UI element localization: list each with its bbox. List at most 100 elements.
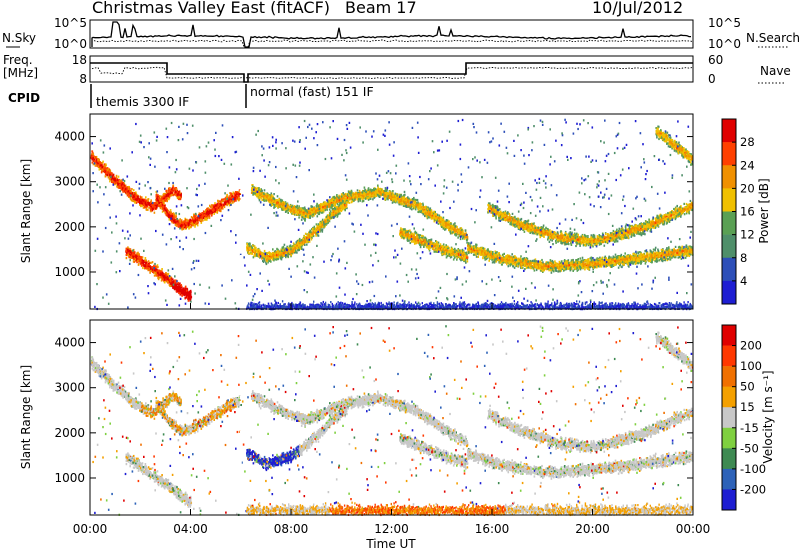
echo-pixel: [232, 201, 234, 204]
echo-pixel: [181, 289, 183, 292]
echo-pixel: [179, 224, 182, 227]
echo-pixel: [359, 199, 361, 202]
echo-pixel: [214, 204, 217, 207]
echo-pixel: [151, 209, 153, 212]
echo-pixel: [225, 202, 228, 206]
echo-pixel: [174, 281, 176, 284]
echo-pixel: [100, 164, 102, 167]
echo-pixel: [122, 190, 124, 193]
echo-pixel: [300, 218, 303, 221]
echo-pixel: [230, 193, 233, 196]
freq-tick-low: 8: [79, 72, 87, 86]
echo-pixel: [120, 183, 123, 186]
echo-pixel: [210, 205, 212, 209]
echo-pixel: [94, 156, 96, 159]
nave-label: Nave: [760, 64, 791, 78]
echo-pixel: [144, 205, 147, 208]
echo-pixel: [179, 292, 181, 295]
echo-pixel: [160, 195, 163, 198]
echo-pixel: [219, 200, 221, 203]
echo-pixel: [131, 188, 133, 191]
echo-pixel: [115, 176, 117, 180]
echo-pixel: [294, 246, 296, 250]
echo-pixel: [329, 196, 331, 199]
echo-pixel: [164, 199, 167, 202]
nsky-label: N.Sky: [2, 31, 36, 45]
echo-pixel: [252, 256, 255, 259]
echo-pixel: [257, 248, 259, 251]
echo-pixel: [163, 278, 166, 281]
echo-pixel: [163, 201, 165, 204]
echo-pixel: [171, 191, 173, 194]
echo-pixel: [125, 189, 127, 193]
echo-pixel: [218, 202, 220, 206]
echo-pixel: [180, 284, 183, 287]
echo-pixel: [103, 163, 106, 166]
echo-pixel: [188, 297, 190, 300]
echo-pixel: [263, 253, 265, 256]
echo-pixel: [321, 228, 324, 231]
echo-pixel: [318, 228, 320, 231]
echo-pixel: [296, 205, 298, 208]
echo-pixel: [160, 199, 162, 202]
echo-pixel: [99, 162, 102, 165]
echo-pixel: [96, 164, 98, 167]
echo-pixel: [261, 257, 263, 260]
echo-pixel: [111, 177, 114, 180]
echo-pixel: [205, 212, 208, 215]
echo-pixel: [130, 198, 133, 202]
echo-pixel: [150, 208, 152, 211]
echo-pixel: [141, 202, 144, 205]
echo-pixel: [152, 207, 154, 210]
echo-pixel: [165, 210, 168, 213]
echo-pixel: [238, 193, 240, 196]
echo-pixel: [175, 283, 178, 287]
echo-pixel: [351, 198, 354, 201]
echo-pixel: [131, 192, 133, 195]
echo-pixel: [173, 193, 176, 196]
echo-pixel: [128, 193, 131, 196]
echo-pixel: [169, 278, 171, 281]
echo-pixel: [113, 177, 115, 180]
echo-pixel: [181, 226, 183, 229]
echo-pixel: [188, 226, 191, 229]
echo-pixel: [106, 172, 108, 175]
echo-pixel: [193, 213, 195, 216]
echo-pixel: [306, 243, 308, 246]
echo-pixel: [246, 249, 249, 252]
echo-pixel: [229, 192, 231, 195]
echo-pixel: [173, 213, 176, 216]
echo-pixel: [117, 183, 119, 186]
figure-title: Christmas Valley East (fitACF): [92, 0, 330, 17]
echo-pixel: [182, 227, 185, 231]
echo-pixel: [457, 236, 459, 239]
echo-pixel: [210, 214, 213, 217]
echo-pixel: [147, 202, 150, 205]
echo-pixel: [416, 198, 419, 202]
echo-pixel: [121, 186, 124, 189]
echo-pixel: [224, 197, 226, 200]
echo-pixel: [147, 267, 149, 270]
echo-pixel: [202, 210, 205, 213]
echo-pixel: [228, 197, 230, 200]
echo-pixel: [235, 197, 238, 200]
echo-pixel: [294, 244, 297, 247]
echo-pixel: [258, 249, 261, 252]
echo-pixel: [319, 224, 322, 227]
echo-pixel: [165, 213, 168, 217]
echo-pixel: [161, 271, 164, 274]
echo-pixel: [127, 190, 129, 193]
echo-pixel: [214, 208, 217, 211]
echo-pixel: [306, 234, 309, 237]
echo-pixel: [212, 208, 215, 211]
echo-pixel: [306, 240, 308, 244]
echo-pixel: [260, 197, 262, 200]
echo-pixel: [193, 215, 195, 218]
echo-pixel: [160, 204, 162, 207]
nave-tick-high: 60: [708, 53, 723, 67]
echo-pixel: [121, 187, 124, 190]
echo-pixel: [178, 190, 181, 193]
echo-pixel: [144, 201, 147, 204]
